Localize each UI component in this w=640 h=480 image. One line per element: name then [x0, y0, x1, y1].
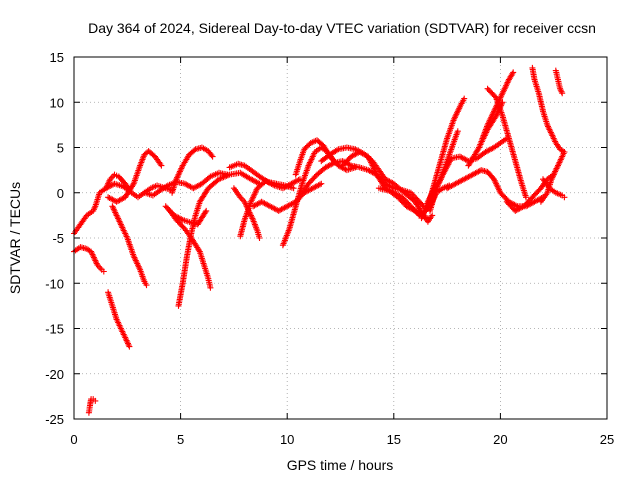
data-series-s26	[444, 167, 546, 210]
data-point-sample	[303, 143, 310, 150]
data-point	[318, 180, 325, 187]
data-point-sample	[206, 174, 212, 181]
data-series-s2	[71, 244, 107, 275]
y-tick-label: 10	[50, 95, 64, 110]
data-point-sample	[208, 152, 215, 159]
x-tick-label: 15	[387, 432, 401, 447]
data-series-s17	[279, 144, 338, 249]
data-point	[92, 397, 99, 404]
data-point	[256, 235, 263, 241]
data-series-s12	[162, 203, 210, 228]
y-axis-ticks: 15 10 5 0 -5 -10 -15 -20 -25	[45, 50, 607, 427]
y-tick-label: 5	[57, 141, 64, 156]
x-tick-label: 0	[70, 432, 77, 447]
data-point	[561, 194, 568, 201]
data-series-s29	[484, 85, 529, 201]
data-series-s10	[169, 144, 216, 196]
data-series-s31	[529, 64, 568, 155]
data-point-sample	[202, 209, 209, 216]
y-axis-label: SDTVAR / TECUs	[7, 182, 23, 294]
data-point	[143, 282, 150, 289]
y-tick-label: -10	[45, 276, 64, 291]
data-point	[561, 149, 568, 155]
data-point	[158, 162, 165, 169]
data-series-s7	[105, 148, 165, 205]
data-series-s25	[418, 128, 461, 222]
data-point	[429, 212, 436, 219]
y-tick-label: -20	[45, 367, 64, 382]
y-tick-label: -5	[52, 231, 64, 246]
data-point	[523, 194, 529, 201]
data-point	[207, 284, 214, 291]
data-series-s15	[230, 185, 263, 241]
grid	[74, 57, 607, 419]
data-point	[126, 343, 133, 350]
data-point-sample	[97, 265, 104, 272]
data-series-s24	[427, 135, 510, 214]
data-point-sample	[195, 247, 202, 254]
data-series-s34	[552, 67, 566, 97]
chart-title: Day 364 of 2024, Sidereal Day-to-day VTE…	[88, 20, 596, 36]
data-point	[203, 207, 210, 214]
data-series-s8	[141, 169, 231, 199]
data-series-s3	[85, 396, 99, 416]
y-tick-label: 0	[57, 186, 64, 201]
x-tick-label: 5	[177, 432, 184, 447]
plot-frame	[73, 56, 608, 420]
x-axis-label: GPS time / hours	[287, 457, 394, 473]
data-point-sample	[178, 216, 185, 223]
x-tick-label: 25	[600, 432, 614, 447]
y-tick-label: -25	[45, 412, 64, 427]
y-tick-label: 15	[50, 50, 64, 65]
y-tick-label: -15	[45, 322, 64, 337]
data-point-sample	[163, 183, 170, 190]
data-point	[510, 69, 517, 76]
data-series-s33	[537, 149, 568, 205]
data-point	[559, 90, 566, 97]
data-point	[461, 95, 468, 102]
data-point-sample	[316, 181, 323, 188]
data-point	[100, 268, 107, 275]
plot-area	[71, 64, 568, 416]
x-axis-ticks: 0 5 10 15 20 25	[70, 57, 614, 447]
data-point-sample	[329, 160, 336, 167]
data-series-s14	[237, 176, 303, 240]
data-series-s11	[175, 169, 263, 309]
data-series-s6	[109, 203, 150, 289]
data-point-sample	[509, 70, 516, 77]
x-tick-label: 20	[493, 432, 507, 447]
data-point	[290, 185, 297, 192]
x-tick-label: 10	[280, 432, 294, 447]
data-point	[424, 215, 431, 222]
data-point-sample	[270, 181, 276, 188]
data-point	[209, 153, 216, 160]
data-point	[454, 128, 461, 135]
data-series-s4	[105, 289, 133, 350]
